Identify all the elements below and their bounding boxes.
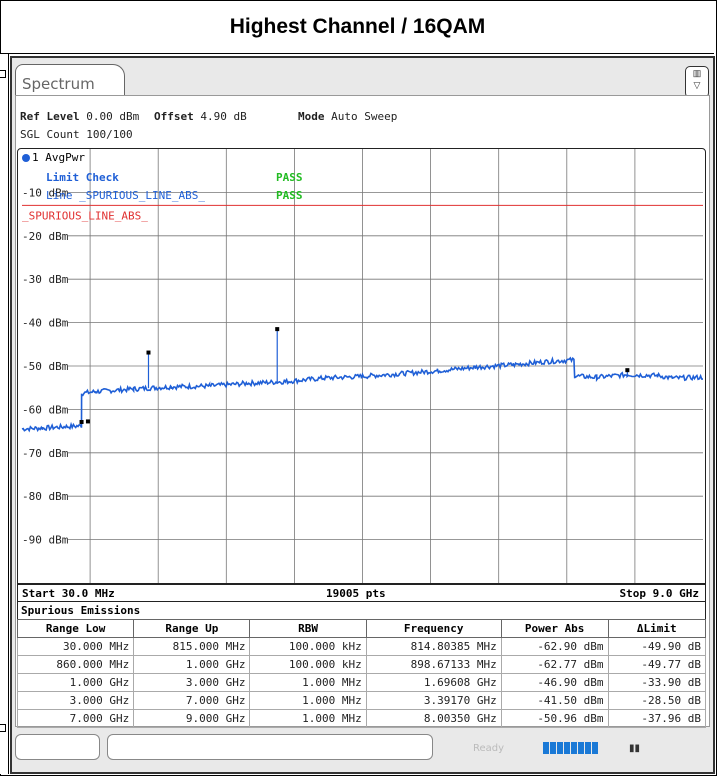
tick-label-bg	[20, 228, 68, 242]
y-tick-label: -60 dBm	[22, 403, 69, 416]
table-cell: 7.000 GHz	[16, 709, 135, 728]
status-bar: Ready ▮▮	[15, 730, 710, 770]
table-cell: 3.000 GHz	[133, 673, 251, 692]
y-tick-label: -50 dBm	[22, 360, 69, 373]
status-field-message[interactable]	[107, 734, 433, 760]
table-cell: 1.000 MHz	[249, 709, 367, 728]
table-cell: -50.96 dBm	[500, 709, 609, 728]
table-row[interactable]: 7.000 GHz 9.000 GHz 1.000 MHz 8.00350 GHz -5…	[16, 709, 707, 728]
strip-marker	[0, 70, 6, 78]
y-tick-label: -70 dBm	[22, 447, 69, 460]
table-cell: 3.000 GHz	[16, 691, 135, 710]
table-cell: -62.90 dBm	[500, 637, 609, 656]
table-cell: 1.000 MHz	[249, 673, 367, 692]
ref-level: Ref Level 0.00 dBm	[20, 110, 140, 123]
y-tick-label: -90 dBm	[22, 534, 69, 547]
spur-marker	[625, 368, 630, 373]
table-cell: 1.000 MHz	[249, 691, 367, 710]
spur-marker	[146, 350, 151, 355]
sweep-mode: Mode Auto Sweep	[298, 110, 398, 123]
tick-label-bg	[20, 402, 68, 416]
spur-marker	[85, 419, 90, 424]
column-header: Range Low	[16, 619, 135, 638]
table-cell: 7.000 GHz	[133, 691, 251, 710]
table-cell: 1.000 GHz	[133, 655, 251, 674]
trace-label: 1 AvgPwr	[22, 151, 85, 164]
trace-indicator-icon	[22, 154, 30, 162]
table-cell: -28.50 dB	[607, 691, 707, 710]
table-cell: 898.67133 MHz	[365, 655, 502, 674]
stop-freq: Stop 9.0 GHz	[619, 587, 699, 600]
table-cell: 860.000 MHz	[16, 655, 135, 674]
limit-line-check-result: PASS	[276, 189, 303, 202]
table-cell: -49.77 dB	[607, 655, 707, 674]
limit-check-result: PASS	[276, 171, 303, 184]
strip-marker	[0, 724, 6, 732]
table-cell: -46.90 dBm	[500, 673, 609, 692]
limit-check-label: Limit Check	[46, 171, 119, 184]
table-row[interactable]: 3.000 GHz 7.000 GHz 1.000 MHz 3.39170 GHz -4…	[16, 691, 707, 710]
table-row[interactable]: 1.000 GHz 3.000 GHz 1.000 MHz 1.69608 GHz -4…	[16, 673, 707, 692]
table-row[interactable]: 860.000 MHz 1.000 GHz 100.000 kHz 898.67133…	[16, 655, 707, 674]
table-cell: -62.77 dBm	[500, 655, 609, 674]
trace-line	[21, 356, 703, 433]
start-freq: Start 30.0 MHz	[22, 587, 115, 600]
column-header: Power Abs	[500, 619, 609, 638]
table-cell: 1.69608 GHz	[365, 673, 502, 692]
table-cell: 30.000 MHz	[16, 637, 135, 656]
sweep-footer: Start 30.0 MHz 19005 pts Stop 9.0 GHz	[17, 584, 706, 602]
spur-marker	[79, 419, 84, 424]
sgl-count: SGL Count 100/100	[20, 128, 133, 141]
column-header: Frequency	[365, 619, 502, 638]
column-header: RBW	[249, 619, 367, 638]
sweep-points: 19005 pts	[326, 587, 386, 600]
y-tick-label: -40 dBm	[22, 317, 69, 330]
tick-label-bg	[20, 489, 68, 503]
status-field-left[interactable]	[15, 734, 100, 760]
display-config-button[interactable]: ▥ ▽	[685, 66, 709, 98]
offset: Offset 4.90 dB	[154, 110, 247, 123]
page-title: Highest Channel / 16QAM	[1, 1, 714, 54]
table-cell: 100.000 kHz	[249, 655, 367, 674]
left-strip	[0, 54, 9, 774]
tab-spectrum[interactable]: Spectrum	[15, 64, 125, 96]
tick-label-bg	[20, 272, 68, 286]
table-cell: 814.80385 MHz	[365, 637, 502, 656]
spectrum-plot: -10 dBm -20 dBm -30 dBm -40 dBm -50 dBm -60 d…	[20, 149, 703, 583]
analyzer-window: Spectrum ▥ ▽ Ref Level 0.00 dBm Offset 4.…	[10, 56, 715, 774]
tick-label-bg	[20, 532, 68, 546]
tick-label-bg	[20, 315, 68, 329]
status-ready: Ready	[473, 743, 505, 754]
layout-icon: ▥ ▽	[692, 68, 702, 90]
tick-label-bg	[20, 185, 68, 199]
table-cell: 815.000 MHz	[133, 637, 251, 656]
tick-label-bg	[20, 359, 68, 372]
table-cell: 3.39170 GHz	[365, 691, 502, 710]
table-cell: 1.000 GHz	[16, 673, 135, 692]
table-cell: -37.96 dB	[607, 709, 707, 728]
y-tick-label: -10 dBm	[22, 186, 69, 199]
status-indicator-icon: ▮▮	[629, 743, 641, 754]
y-tick-label: -80 dBm	[22, 490, 69, 503]
y-tick-label: -20 dBm	[22, 230, 69, 243]
tick-label-bg	[20, 445, 68, 459]
y-tick-label: -30 dBm	[22, 273, 69, 286]
limit-line-label: _SPURIOUS_LINE_ABS_	[22, 209, 148, 222]
table-cell: 9.000 GHz	[133, 709, 251, 728]
limit-line-check-label: Line _SPURIOUS_LINE_ABS_	[46, 189, 205, 202]
spur-marker	[275, 327, 280, 332]
table-cell: -49.90 dB	[607, 637, 707, 656]
spurious-title: Spurious Emissions	[17, 602, 706, 619]
spurious-table: Range Low Range Up RBW Frequency Power Abs ΔL…	[16, 619, 707, 728]
column-header: Range Up	[133, 619, 251, 638]
sweep-progress-icon	[543, 742, 598, 754]
column-header: ΔLimit	[607, 619, 707, 638]
table-cell: -33.90 dB	[607, 673, 707, 692]
table-cell: 8.00350 GHz	[365, 709, 502, 728]
table-cell: -41.50 dBm	[500, 691, 609, 710]
spectrum-panel: Ref Level 0.00 dBm Offset 4.90 dB Mode A…	[15, 95, 710, 728]
table-row[interactable]: 30.000 MHz 815.000 MHz 100.000 kHz 814.8038…	[16, 637, 707, 656]
plot-area: -10 dBm -20 dBm -30 dBm -40 dBm -50 dBm -60 d…	[17, 148, 706, 584]
table-cell: 100.000 kHz	[249, 637, 367, 656]
